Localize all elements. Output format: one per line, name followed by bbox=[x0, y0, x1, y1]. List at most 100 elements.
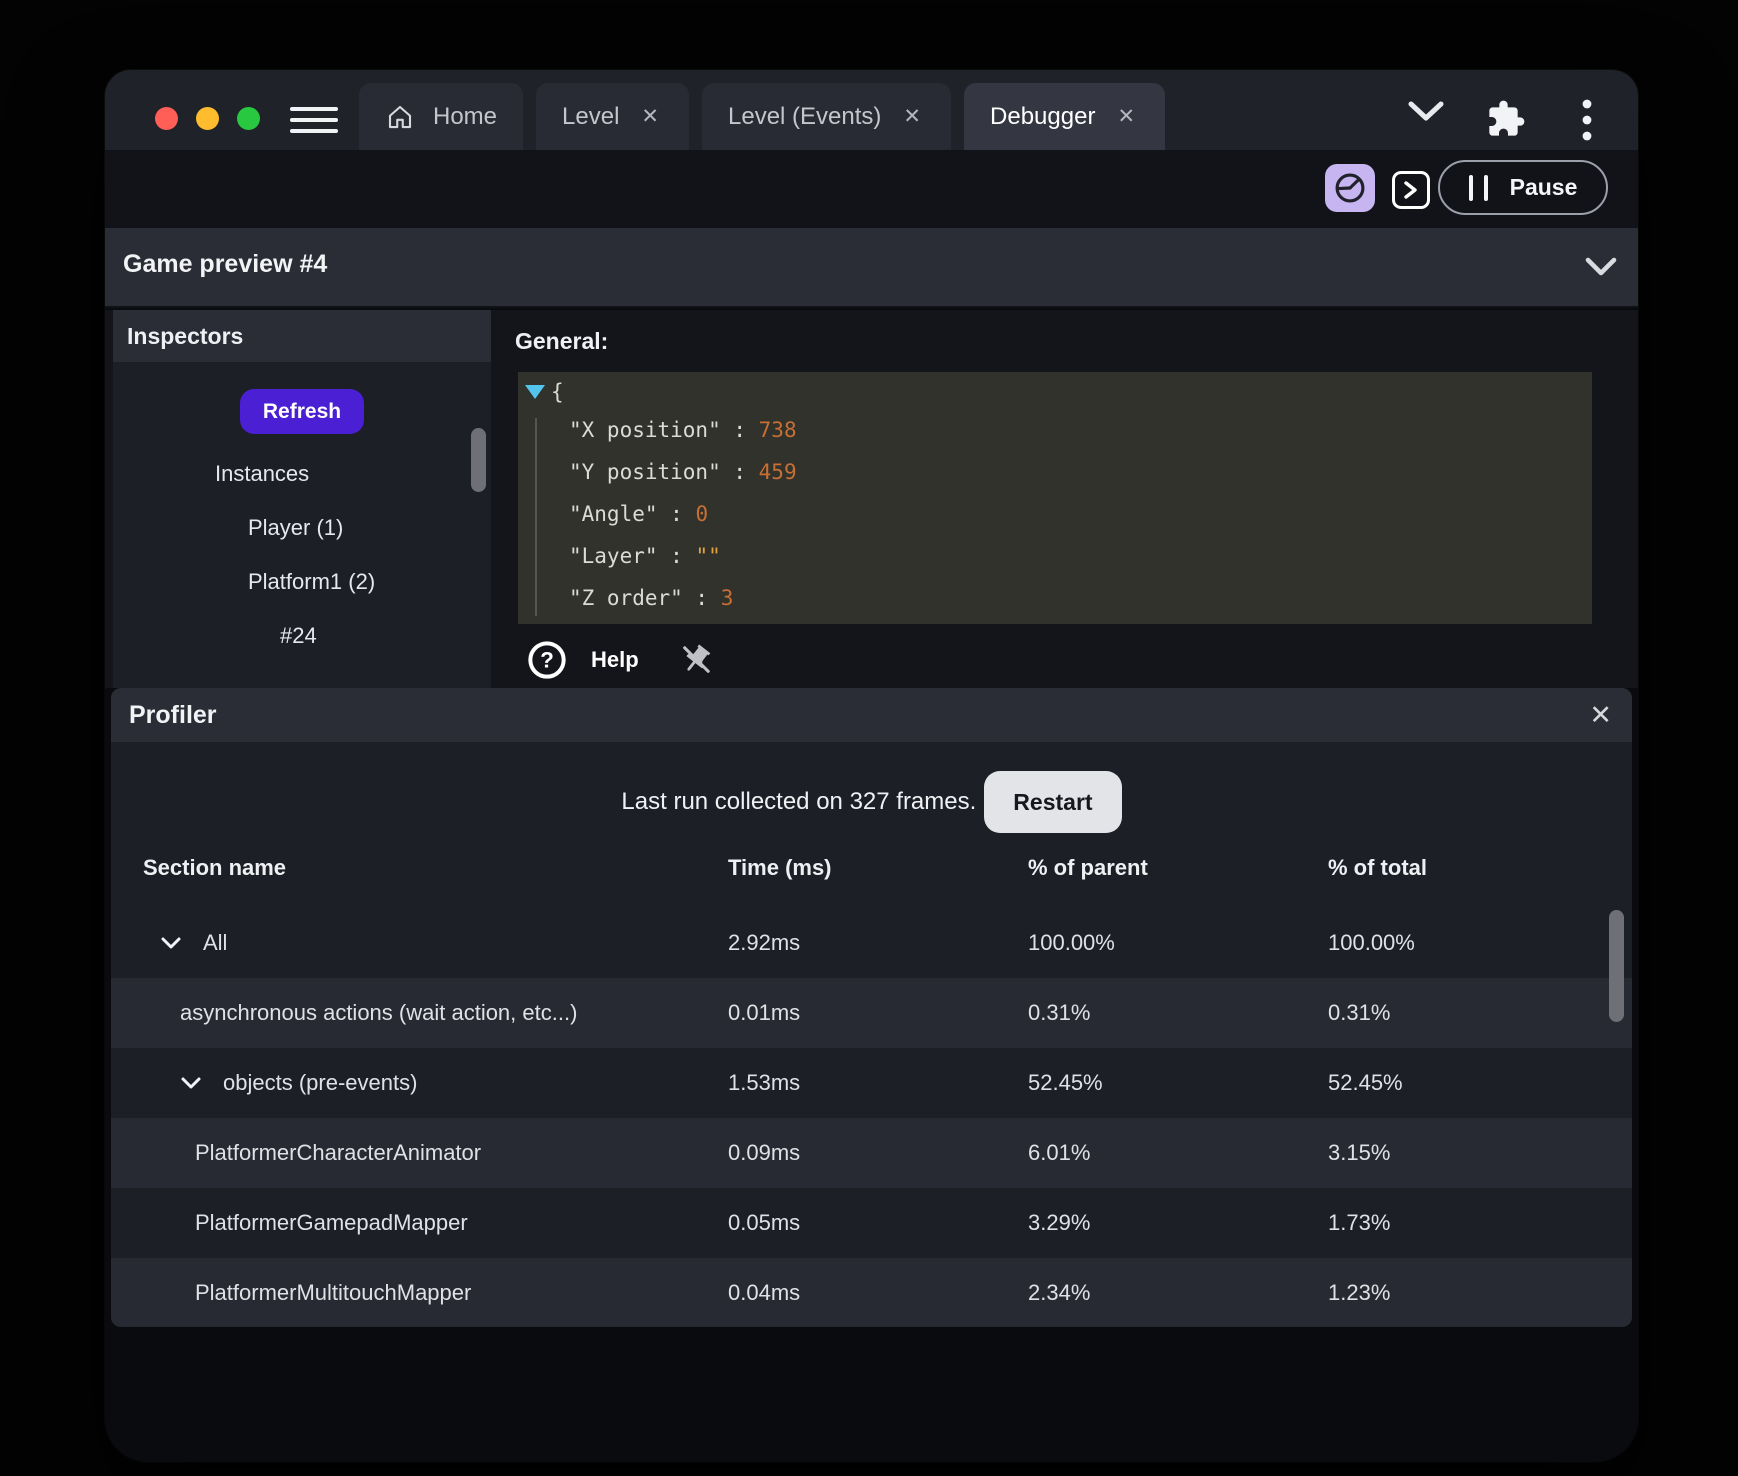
tab-label: Level (Events) bbox=[728, 102, 882, 130]
tab-close-icon[interactable]: ✕ bbox=[1117, 105, 1136, 128]
profiler-row-platformermultitouchmapper[interactable]: PlatformerMultitouchMapper 0.04ms 2.34% 1.2… bbox=[111, 1258, 1632, 1327]
json-entry-angle[interactable]: "Angle" : 0 bbox=[569, 502, 708, 526]
extensions-puzzle-icon[interactable] bbox=[1486, 99, 1526, 139]
inspector-item-instances[interactable]: Instances bbox=[215, 461, 310, 486]
kebab-menu-icon[interactable] bbox=[1582, 99, 1592, 141]
inspectors-panel: Inspectors Refresh Instances Player (1) Pl… bbox=[113, 310, 491, 688]
help-row: ? Help bbox=[527, 640, 713, 680]
json-entry-z-order[interactable]: "Z order" : 3 bbox=[569, 586, 733, 610]
column-header-section-name: Section name bbox=[143, 855, 287, 880]
section-name-cell: PlatformerGamepadMapper bbox=[195, 1188, 468, 1258]
json-entry-x-position[interactable]: "X position" : 738 bbox=[569, 418, 797, 442]
maximize-window-button[interactable] bbox=[237, 107, 260, 130]
minimize-window-button[interactable] bbox=[196, 107, 219, 130]
inspector-item-24[interactable]: #24 bbox=[280, 623, 317, 648]
json-entry-y-position[interactable]: "Y position" : 459 bbox=[569, 460, 797, 484]
app-window: Home Level ✕ Level (Events) ✕ Debugger ✕ bbox=[105, 70, 1638, 1462]
profiler-table-header: Section name Time (ms) % of parent % of … bbox=[111, 855, 1632, 905]
profiler-gauge-button[interactable] bbox=[1325, 164, 1375, 212]
percent-of-parent-cell: 6.01% bbox=[1028, 1140, 1091, 1165]
percent-of-total-cell: 3.15% bbox=[1328, 1140, 1391, 1165]
profiler-panel: Profiler ✕ Last run collected on 327 fra… bbox=[111, 688, 1632, 1327]
tab-bar: Home Level ✕ Level (Events) ✕ Debugger ✕ bbox=[359, 83, 1166, 150]
inspector-item-player-1[interactable]: Player (1) bbox=[248, 515, 344, 540]
section-name: All bbox=[203, 930, 228, 955]
tab-label: Level bbox=[562, 102, 620, 130]
pause-button[interactable]: Pause bbox=[1438, 160, 1608, 215]
tab-home[interactable]: Home bbox=[359, 83, 524, 150]
svg-text:?: ? bbox=[540, 648, 554, 673]
time-cell: 0.09ms bbox=[728, 1140, 801, 1165]
column-header-percent-of-total: % of total bbox=[1328, 855, 1427, 880]
collapse-chevron-icon[interactable] bbox=[1584, 256, 1618, 278]
percent-of-total-cell: 52.45% bbox=[1328, 1070, 1403, 1095]
refresh-button[interactable]: Refresh bbox=[240, 389, 364, 434]
json-value: 3 bbox=[720, 586, 734, 610]
tab-label: Debugger bbox=[990, 102, 1096, 130]
row-expander-chevron-icon[interactable] bbox=[160, 936, 182, 950]
chevron-down-icon[interactable] bbox=[1408, 101, 1444, 123]
profiler-close-icon[interactable]: ✕ bbox=[1589, 700, 1612, 730]
section-name-cell: PlatformerMultitouchMapper bbox=[195, 1258, 471, 1327]
inspectors-scrollbar[interactable] bbox=[471, 428, 486, 492]
general-panel-title: General: bbox=[515, 328, 609, 354]
profiler-row-asynchronous-actions-wait-action-etc[interactable]: asynchronous actions (wait action, etc..… bbox=[111, 978, 1632, 1048]
chevron-right-icon bbox=[1404, 181, 1417, 199]
profiler-scrollbar[interactable] bbox=[1609, 910, 1624, 1022]
help-label[interactable]: Help bbox=[591, 647, 639, 672]
section-name: objects (pre-events) bbox=[223, 1070, 418, 1095]
general-panel: General: {"X position" : 738 "Y position"… bbox=[500, 310, 1638, 688]
json-viewer: {"X position" : 738 "Y position" : 459 "An… bbox=[518, 372, 1592, 624]
column-header-time: Time (ms) bbox=[728, 855, 832, 880]
profiler-title: Profiler bbox=[129, 700, 217, 729]
pin-off-icon[interactable] bbox=[679, 643, 713, 677]
profiler-status-row: Last run collected on 327 frames. Restar… bbox=[111, 770, 1632, 834]
profiler-row-platformergamepadmapper[interactable]: PlatformerGamepadMapper 0.05ms 3.29% 1.73% bbox=[111, 1188, 1632, 1258]
time-cell: 0.04ms bbox=[728, 1280, 801, 1305]
json-key: "Z order" : bbox=[569, 586, 721, 610]
restart-button[interactable]: Restart bbox=[984, 771, 1122, 833]
close-window-button[interactable] bbox=[155, 107, 178, 130]
help-circle-icon[interactable]: ? bbox=[527, 640, 567, 680]
section-name: PlatformerCharacterAnimator bbox=[195, 1140, 482, 1165]
gauge-icon bbox=[1335, 173, 1365, 203]
time-cell: 0.05ms bbox=[728, 1210, 801, 1235]
json-key: "Y position" : bbox=[569, 460, 759, 484]
profiler-row-platformercharacteranimator[interactable]: PlatformerCharacterAnimator 0.09ms 6.01% 3.… bbox=[111, 1118, 1632, 1188]
percent-of-total-cell: 0.31% bbox=[1328, 1000, 1391, 1025]
row-expander-chevron-icon[interactable] bbox=[180, 1076, 202, 1090]
title-bar: Home Level ✕ Level (Events) ✕ Debugger ✕ bbox=[105, 70, 1638, 150]
section-name: PlatformerGamepadMapper bbox=[195, 1210, 468, 1235]
tab-level[interactable]: Level ✕ bbox=[536, 83, 690, 150]
section-name-cell: All bbox=[160, 908, 227, 978]
json-value: 738 bbox=[758, 418, 797, 442]
pause-icon bbox=[1468, 174, 1488, 201]
percent-of-parent-cell: 3.29% bbox=[1028, 1210, 1091, 1235]
percent-of-total-cell: 100.00% bbox=[1328, 930, 1415, 955]
percent-of-parent-cell: 0.31% bbox=[1028, 1000, 1091, 1025]
game-preview-title: Game preview #4 bbox=[123, 250, 328, 278]
hamburger-menu-icon[interactable] bbox=[290, 107, 338, 133]
percent-of-total-cell: 1.23% bbox=[1328, 1280, 1391, 1305]
section-name-cell: asynchronous actions (wait action, etc..… bbox=[180, 978, 577, 1048]
tab-label: Home bbox=[433, 102, 498, 130]
tab-close-icon[interactable]: ✕ bbox=[903, 105, 922, 128]
window-controls bbox=[155, 107, 260, 130]
profiler-row-all[interactable]: All 2.92ms 100.00% 100.00% bbox=[111, 908, 1632, 978]
percent-of-total-cell: 1.73% bbox=[1328, 1210, 1391, 1235]
time-cell: 0.01ms bbox=[728, 1000, 801, 1025]
inspector-item-platform1-2[interactable]: Platform1 (2) bbox=[248, 569, 376, 594]
json-entry-layer[interactable]: "Layer" : "" bbox=[569, 544, 721, 568]
json-expander-icon[interactable] bbox=[525, 385, 545, 399]
json-tree-guide bbox=[535, 418, 537, 616]
console-button[interactable] bbox=[1392, 171, 1430, 209]
tab-level-events[interactable]: Level (Events) ✕ bbox=[702, 83, 952, 150]
tab-close-icon[interactable]: ✕ bbox=[641, 105, 660, 128]
json-key: "Layer" : bbox=[569, 544, 696, 568]
json-value: 0 bbox=[695, 502, 709, 526]
tab-debugger[interactable]: Debugger ✕ bbox=[964, 83, 1166, 150]
profiler-table-body: All 2.92ms 100.00% 100.00% asynchronous acti… bbox=[111, 908, 1632, 1327]
profiler-row-objects-pre-events[interactable]: objects (pre-events) 1.53ms 52.45% 52.45% bbox=[111, 1048, 1632, 1118]
section-name-cell: PlatformerCharacterAnimator bbox=[195, 1118, 481, 1188]
game-preview-header[interactable]: Game preview #4 bbox=[105, 228, 1638, 308]
